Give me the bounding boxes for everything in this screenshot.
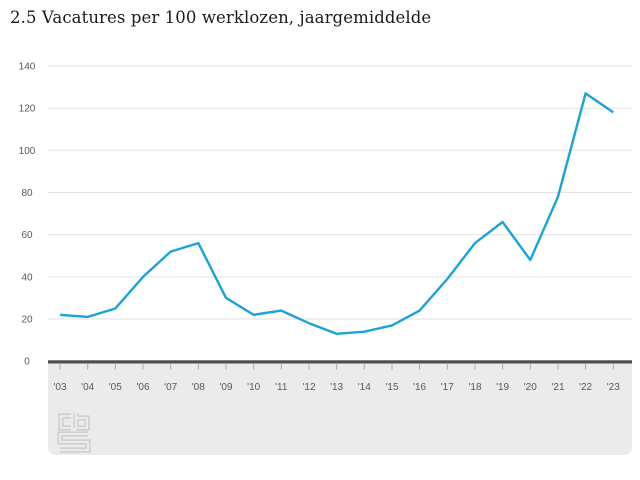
x-axis-band xyxy=(48,363,632,455)
y-tick-label: 40 xyxy=(21,272,33,283)
x-tick-label: '11 xyxy=(275,382,288,393)
cbs-logo-inner xyxy=(58,413,90,452)
y-tick-label: 60 xyxy=(21,230,33,241)
y-tick-label: 0 xyxy=(24,357,30,368)
x-tick-label: '17 xyxy=(441,382,454,393)
x-tick-label: '23 xyxy=(607,382,620,393)
x-tick-label: '21 xyxy=(551,382,564,393)
x-tick-label: '16 xyxy=(413,382,426,393)
x-tick-label: '18 xyxy=(468,382,481,393)
data-line xyxy=(59,92,614,335)
chart-title: 2.5 Vacatures per 100 werklozen, jaargem… xyxy=(10,8,432,27)
x-tick-label: '03 xyxy=(53,382,66,393)
x-tick-label: '05 xyxy=(109,382,122,393)
y-tick-label: 100 xyxy=(19,146,36,157)
x-tick-label: '14 xyxy=(358,382,371,393)
x-tick-label: '19 xyxy=(496,382,509,393)
y-tick-label: 20 xyxy=(21,315,33,326)
x-tick-label: '04 xyxy=(81,382,94,393)
x-tick-label: '12 xyxy=(302,382,315,393)
x-tick-label: '07 xyxy=(164,382,177,393)
x-tick-label: '09 xyxy=(219,382,232,393)
x-tick-label: '08 xyxy=(192,382,205,393)
x-tick-label: '06 xyxy=(136,382,149,393)
x-tick-label: '22 xyxy=(579,382,592,393)
x-tick-label: '10 xyxy=(247,382,260,393)
x-axis-line xyxy=(48,360,632,364)
x-tick-label: '13 xyxy=(330,382,343,393)
y-tick-label: 120 xyxy=(19,104,36,115)
x-tick-label: '20 xyxy=(524,382,537,393)
x-tick-label: '15 xyxy=(385,382,398,393)
y-tick-label: 80 xyxy=(21,188,33,199)
y-tick-label: 140 xyxy=(19,62,36,73)
